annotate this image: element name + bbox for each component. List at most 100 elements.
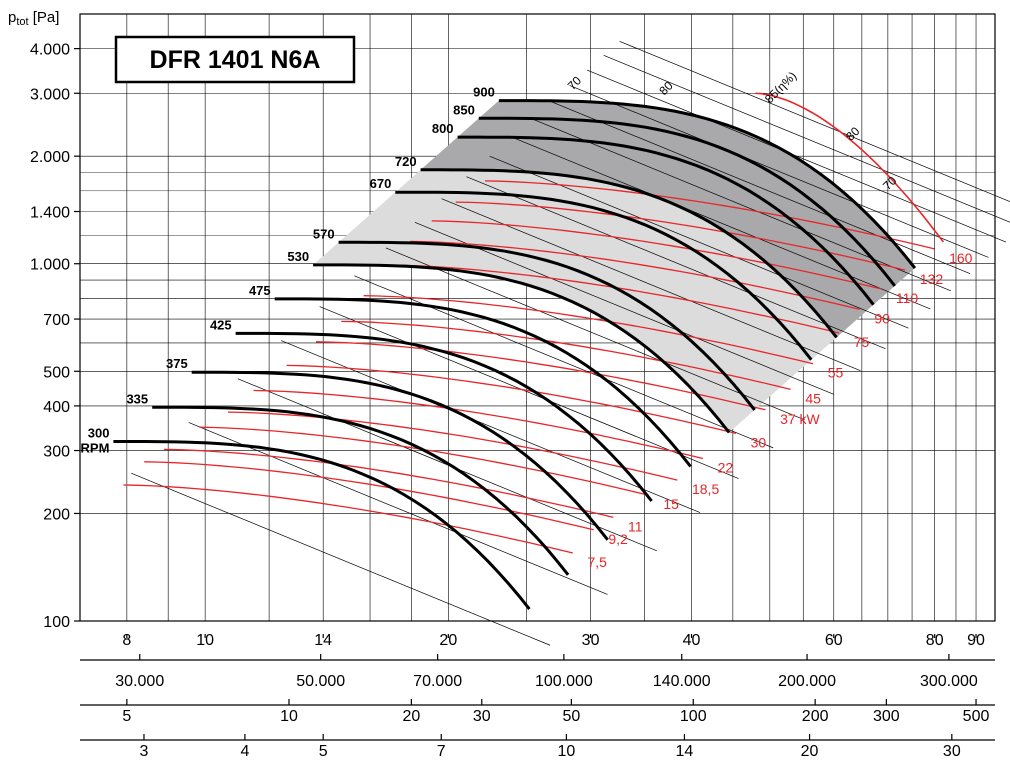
- power-label: 30: [751, 434, 767, 450]
- y-tick-label: 4.000: [30, 42, 70, 59]
- y-tick-label: 500: [43, 364, 70, 381]
- x-tick-label: 10: [196, 632, 214, 649]
- y-axis-title: ptot [Pa]: [8, 9, 59, 28]
- power-label: 11: [628, 518, 643, 534]
- x-tick-label: 4: [240, 743, 249, 760]
- rpm-label: 375: [166, 356, 188, 371]
- rpm-curve: [420, 168, 838, 339]
- rpm-label: 570: [313, 226, 335, 241]
- rpm-curves: [113, 99, 917, 611]
- x-tick-label: 90: [967, 632, 985, 649]
- x-tick-label: 10: [280, 708, 298, 725]
- rpm-curve: [113, 440, 531, 611]
- rpm-curve: [478, 116, 896, 287]
- x-tick-label: 5: [122, 708, 131, 725]
- y-tick-label: 300: [43, 444, 70, 461]
- x-tick-label: 50: [562, 708, 580, 725]
- system-line: [466, 176, 886, 350]
- power-curve: [455, 201, 906, 271]
- system-line: [551, 101, 971, 275]
- rpm-curve: [191, 370, 609, 541]
- x-tick-label: 200.000: [778, 673, 836, 690]
- title-frame: [114, 35, 356, 84]
- power-curve: [286, 364, 737, 435]
- power-label: 55: [828, 365, 844, 381]
- system-line: [569, 85, 989, 258]
- power-curve: [144, 461, 594, 531]
- rpm-curve: [457, 135, 875, 306]
- power-curve: [431, 220, 882, 290]
- x-tick-label: 100.000: [535, 673, 593, 690]
- efficiency-boundary: [755, 92, 945, 243]
- rpm-curve: [152, 405, 570, 576]
- x-tick-label: 30: [473, 708, 491, 725]
- y-axis-sub: tot: [16, 16, 28, 28]
- y-tick-label: 1.400: [30, 205, 70, 222]
- power-label: 75: [854, 334, 870, 350]
- rpm-curve: [395, 190, 813, 361]
- system-line: [511, 136, 931, 310]
- x-tick-label: 14: [314, 632, 332, 649]
- x-axes: 8 10 14 20 30 40 60 80 90 30.000 50.000 70.000 100.0…: [80, 632, 995, 760]
- power-curve: [123, 484, 573, 554]
- rpm-label: 720: [395, 154, 417, 169]
- power-curves: [123, 180, 935, 554]
- power-label: 132: [920, 271, 944, 287]
- power-curve: [484, 180, 935, 250]
- x-tick-label: 60: [825, 632, 843, 649]
- x-tick-label: 20: [801, 743, 819, 760]
- x-tick-label: 30.000: [115, 673, 164, 690]
- power-label: 110: [896, 290, 919, 306]
- rpm-curve: [274, 297, 692, 468]
- rpm-label: 425: [210, 317, 232, 332]
- power-label: 45: [805, 390, 821, 406]
- x-tick-label: 20: [402, 708, 420, 725]
- power-label: 37 kW: [780, 411, 820, 427]
- power-curve: [363, 295, 814, 365]
- power-curve: [253, 389, 704, 460]
- x-tick-label: 14: [676, 743, 694, 760]
- y-tick-label: 100: [43, 614, 70, 631]
- rpm-label: 800: [432, 121, 454, 136]
- rpm-curve: [313, 263, 731, 434]
- x-tick-label: 140.000: [653, 673, 711, 690]
- power-curve: [163, 448, 614, 519]
- x-tick-label: 3: [140, 743, 149, 760]
- efficiency-arc: [755, 92, 945, 243]
- power-curve: [341, 320, 791, 391]
- x-tick-label: 70.000: [413, 673, 462, 690]
- y-tick-label: 700: [43, 312, 70, 329]
- x-tick-label: 300.000: [920, 673, 978, 690]
- rpm-label: 850: [453, 102, 475, 117]
- system-line: [188, 422, 608, 595]
- rpm-curve: [338, 240, 756, 411]
- power-label: 15: [663, 496, 679, 512]
- power-label: 7,5: [587, 554, 607, 570]
- power-label: 18,5: [692, 481, 719, 497]
- x-tick-label: 10: [557, 743, 575, 760]
- x-tick-label: 80: [926, 632, 944, 649]
- power-label: 9,2: [608, 531, 628, 547]
- power-curve: [227, 411, 678, 481]
- operating-region: [313, 100, 915, 433]
- rpm-label: 530: [287, 249, 309, 264]
- y-axis-unit: [Pa]: [29, 9, 60, 26]
- x-tick-label: 40: [683, 632, 701, 649]
- rpm-label: 300: [88, 425, 110, 440]
- y-axis-prefix: p: [8, 9, 16, 26]
- x-tick-label: 20: [439, 632, 457, 649]
- power-label: 22: [718, 459, 734, 475]
- power-label: 90: [874, 310, 890, 326]
- rpm-label: 475: [249, 283, 271, 298]
- power-curve: [315, 341, 766, 411]
- system-line: [281, 340, 701, 513]
- x-tick-label: 50.000: [296, 673, 345, 690]
- x-tick-label: 8: [122, 632, 131, 649]
- system-line: [131, 472, 551, 646]
- system-line: [441, 198, 861, 372]
- title-box: DFR 1401 N6A: [114, 35, 356, 84]
- x-tick-label: 100: [680, 708, 707, 725]
